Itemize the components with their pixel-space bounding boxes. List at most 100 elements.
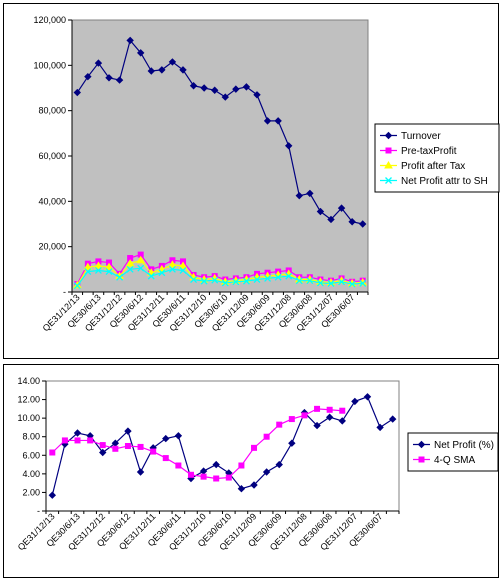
data-point [338, 417, 346, 425]
data-point [221, 93, 229, 101]
data-point [306, 189, 314, 198]
data-point [325, 413, 334, 421]
data-point [237, 485, 246, 493]
data-point [126, 36, 134, 45]
y-tick-label: 20,000 [38, 242, 66, 252]
data-point [251, 444, 258, 451]
series-line-2 [76, 259, 363, 286]
data-point [263, 117, 272, 125]
data-point [168, 265, 176, 273]
data-point [61, 437, 68, 444]
data-point [376, 423, 384, 432]
chart-panel-top: -20,000 40,000 60,000 80,000 100,000 120,000 Q… [3, 3, 500, 359]
data-point [337, 204, 346, 212]
legend-swatch-marker [418, 456, 425, 463]
financials-line-chart: -20,00040,00060,00080,000100,000120,000Q… [33, 15, 500, 333]
y-tick-label: - [63, 287, 66, 297]
data-point [232, 278, 240, 286]
data-point [211, 276, 219, 284]
legend-entry: Turnover [401, 131, 441, 142]
data-point [274, 117, 282, 125]
data-point [326, 406, 333, 413]
series-line-0 [76, 39, 363, 225]
legend-entry: Net Profit attr to SH [401, 176, 488, 187]
data-point [105, 268, 113, 276]
y-tick-label: 10.00 [17, 413, 40, 423]
data-point [136, 255, 146, 264]
data-point [124, 427, 132, 435]
data-point [200, 473, 207, 480]
y-tick-label: 60,000 [38, 151, 66, 161]
data-point [339, 407, 346, 414]
data-point [338, 278, 346, 286]
data-point [73, 429, 82, 437]
data-point [295, 277, 303, 285]
y-tick-label: 6.00 [22, 450, 40, 460]
data-point [301, 412, 308, 419]
chart-panel-bottom: -2.00 4.00 6.00 8.00 10.00 12.00 14.00 QE31/12/… [3, 364, 499, 578]
data-point [250, 481, 258, 489]
series-line-3 [76, 267, 363, 287]
data-point [48, 491, 57, 499]
data-point [126, 265, 134, 273]
data-point [316, 207, 325, 216]
data-point [190, 276, 198, 283]
data-point [104, 262, 114, 271]
data-point [221, 279, 229, 287]
data-point [150, 448, 157, 455]
data-point [147, 67, 155, 75]
data-point [306, 277, 314, 285]
data-point [137, 443, 144, 450]
legend-entry: Net Profit (%) [434, 440, 494, 451]
legend-swatch-marker [417, 440, 426, 449]
data-point [136, 468, 145, 476]
y-tick-label: 12.00 [17, 395, 40, 405]
data-point [94, 59, 103, 67]
data-point [314, 405, 321, 412]
data-point [99, 442, 106, 449]
data-point [74, 437, 81, 444]
data-point [359, 279, 367, 287]
data-point [348, 218, 356, 226]
data-point [242, 83, 251, 91]
data-point [187, 471, 194, 478]
legend-box [407, 432, 499, 472]
data-point [174, 432, 183, 440]
plot-area [71, 19, 369, 293]
y-tick-label: 8.00 [22, 432, 40, 442]
y-tick-label: 80,000 [38, 106, 66, 116]
data-point [94, 267, 102, 274]
data-point [274, 273, 282, 281]
data-point [158, 269, 166, 277]
data-point [116, 273, 124, 281]
data-point [137, 264, 145, 272]
data-point [168, 260, 177, 268]
data-point [87, 437, 94, 444]
data-point [162, 455, 169, 462]
data-point [295, 191, 303, 200]
data-point [275, 460, 283, 469]
legend-entry: Profit after Tax [401, 161, 465, 172]
data-point [99, 448, 107, 457]
data-point [313, 421, 321, 430]
plot-area [45, 380, 400, 512]
legend-swatch-marker [385, 177, 392, 184]
data-point [124, 443, 131, 449]
y-tick-label: - [37, 506, 40, 516]
data-point [285, 142, 293, 150]
data-point [158, 66, 166, 74]
data-point [211, 86, 219, 94]
data-point [147, 272, 155, 280]
legend-swatch-marker [385, 147, 392, 154]
data-point [263, 433, 270, 440]
legend-entry: Pre-taxProfit [401, 146, 457, 157]
data-point [276, 421, 283, 428]
data-point [253, 91, 261, 99]
data-point [94, 261, 103, 269]
y-tick-label: 4.00 [22, 469, 40, 479]
data-point [242, 277, 250, 285]
data-point [388, 415, 397, 423]
legend-swatch-marker [384, 161, 393, 169]
data-point [288, 416, 295, 423]
net-profit-line-chart: -2.004.006.008.0010.0012.0014.00QE31/12/… [16, 376, 499, 552]
